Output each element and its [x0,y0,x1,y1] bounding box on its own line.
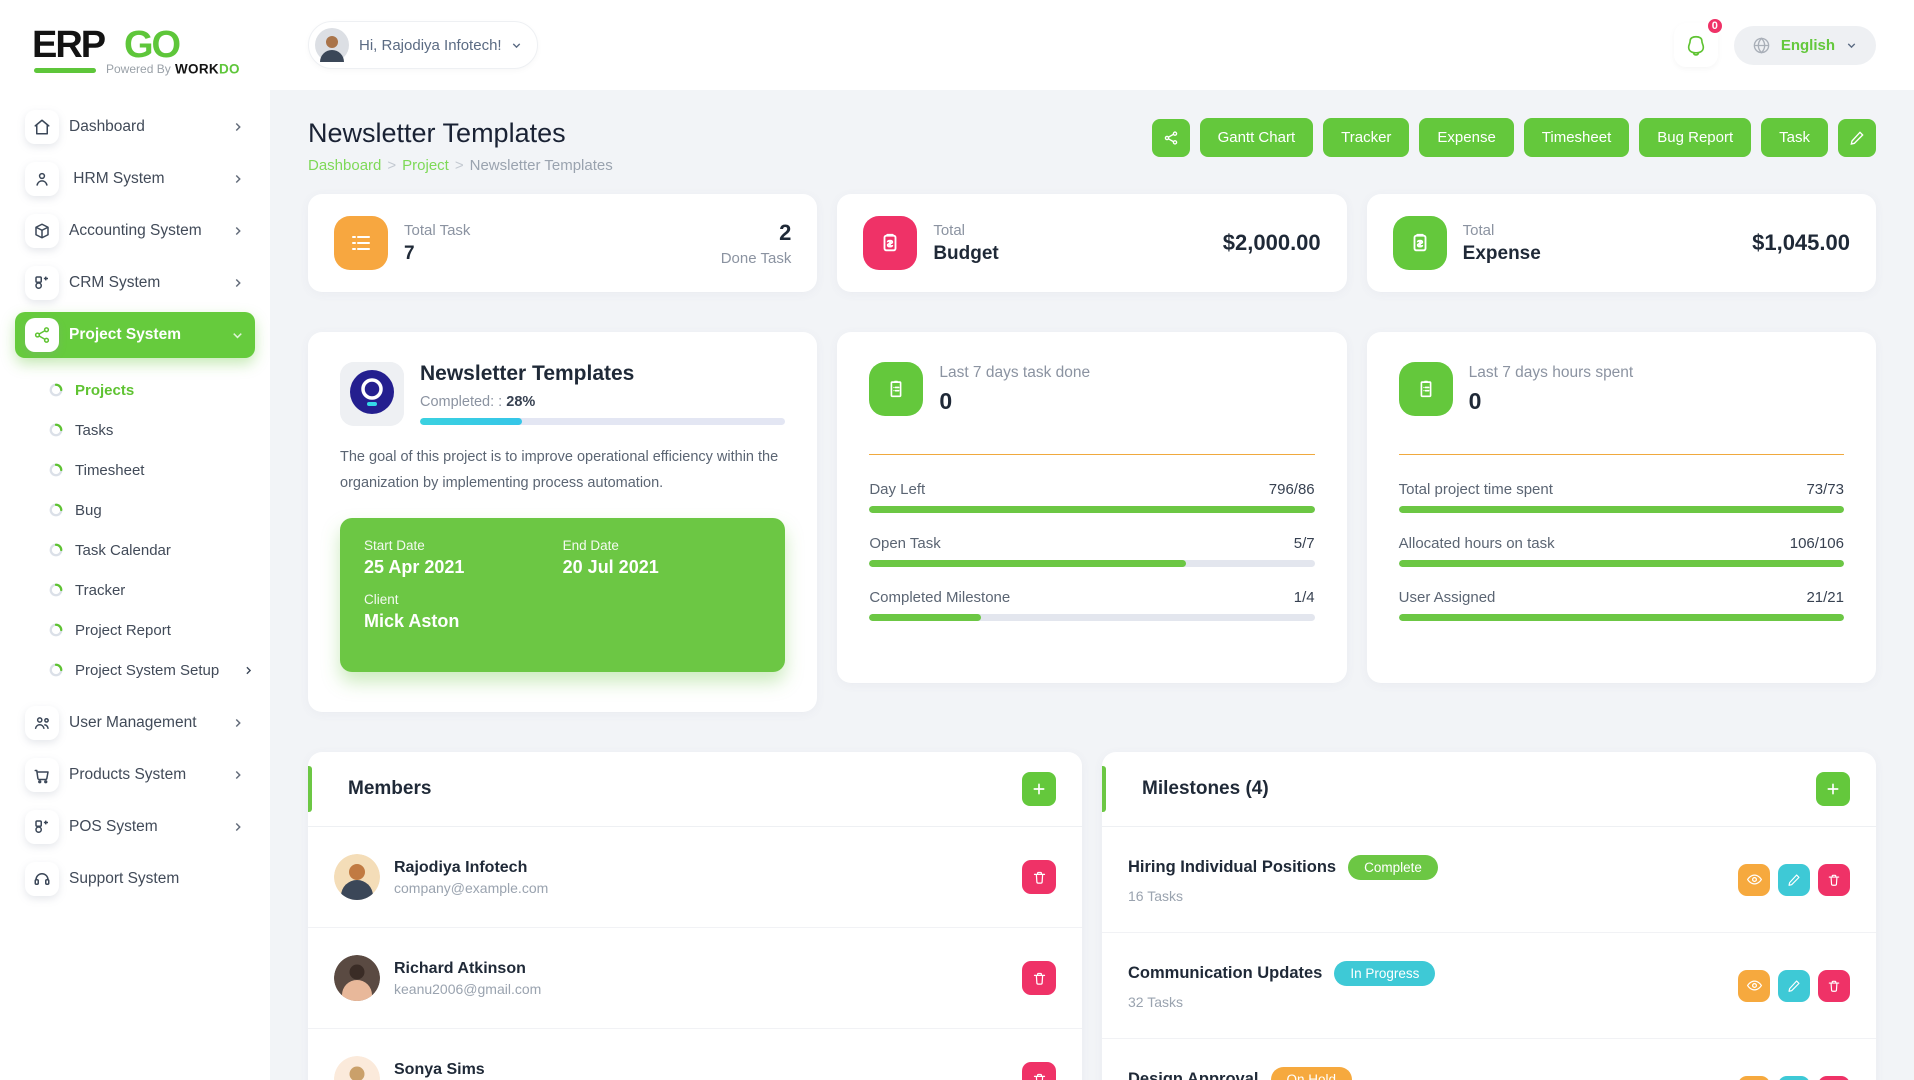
svg-text:Powered By: Powered By [106,62,171,76]
svg-text:GO: GO [124,24,180,66]
svg-text:ERP: ERP [32,24,106,66]
svg-text:WORKDO: WORKDO [175,62,240,77]
